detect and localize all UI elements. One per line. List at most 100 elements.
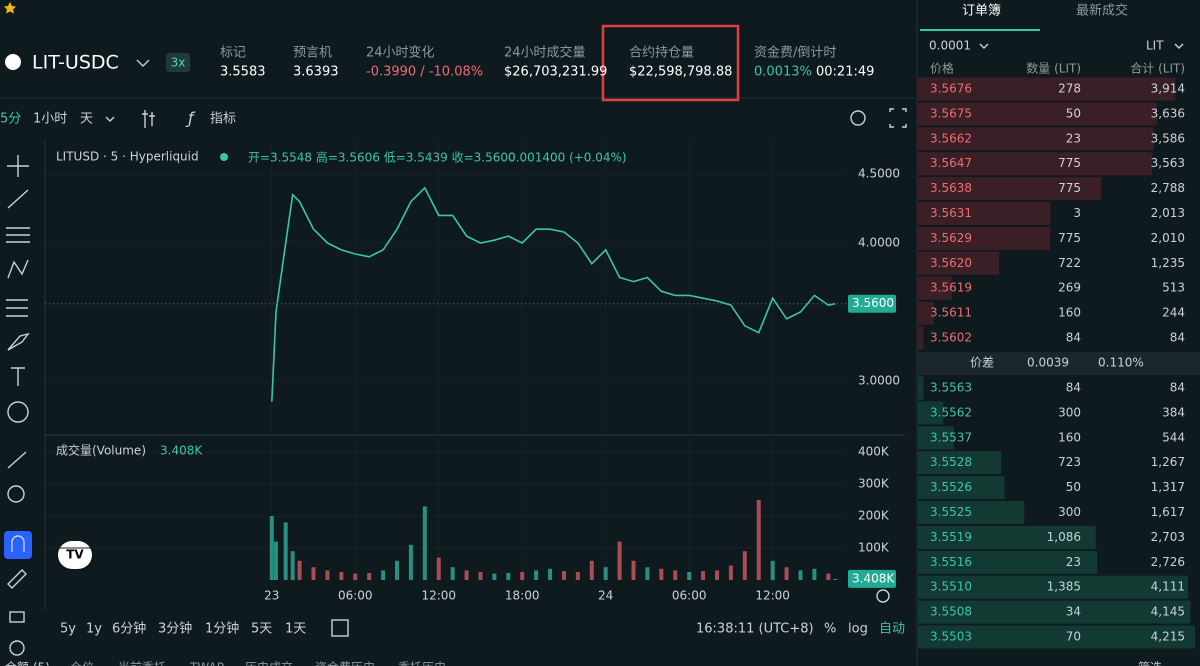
depth-bar [918, 600, 1191, 624]
bottom-tab[interactable]: TWAP [189, 661, 224, 666]
range-button[interactable]: 1y [86, 622, 102, 637]
filter-button[interactable]: 筛选 [1138, 660, 1162, 666]
range-button[interactable]: 6分钟 [112, 621, 146, 637]
ruler-tool[interactable] [7, 451, 27, 469]
lock-draw-tool[interactable] [7, 569, 27, 589]
pattern-tool[interactable] [7, 259, 29, 279]
volume-bar [353, 573, 358, 580]
total: 1,317 [1151, 480, 1185, 494]
text-tool[interactable] [11, 367, 25, 386]
zoom-tool[interactable] [7, 485, 25, 503]
spread-percent: 0.110% [1098, 356, 1144, 370]
dropdown-icon[interactable] [105, 116, 115, 122]
total: 384 [1162, 405, 1185, 419]
y-tick-label: 200K [858, 509, 890, 523]
dropdown-icon[interactable] [979, 43, 989, 49]
chart-type-button[interactable] [142, 110, 155, 128]
last-volume-label: 3.408K [852, 571, 895, 585]
fib-tool[interactable] [6, 227, 30, 243]
stat-label: 合约持仓量 [629, 46, 694, 61]
last-price-tag [848, 294, 896, 313]
dropdown-icon[interactable] [1174, 43, 1184, 49]
volume-legend: 成交量(Volume) [56, 443, 146, 458]
volume-bar [659, 568, 664, 580]
volume-bar [617, 541, 622, 580]
depth-bar [918, 426, 954, 450]
interval-button[interactable]: 1小时 [33, 112, 67, 127]
volume-bar [784, 567, 789, 580]
leverage[interactable]: 3x [171, 56, 186, 70]
volume-bar [520, 572, 525, 580]
range-button[interactable]: 5y [60, 622, 76, 637]
price: 3.5525 [930, 505, 972, 519]
last-volume-tag [848, 569, 896, 588]
token-icon [5, 54, 21, 70]
volume-bar [673, 570, 678, 580]
favorite-star[interactable] [4, 2, 16, 14]
scale-option[interactable]: log [848, 622, 868, 637]
scale-option[interactable]: 自动 [879, 622, 905, 637]
lock-tool[interactable] [9, 611, 25, 623]
trendline-tool[interactable] [7, 189, 29, 209]
bottom-tab[interactable]: 历史成交 [245, 660, 293, 666]
trash-tool[interactable] [9, 640, 25, 656]
volume-bar [645, 567, 650, 580]
total: 2,726 [1151, 555, 1185, 569]
symbol[interactable]: LIT-USDC [32, 52, 119, 74]
range-button[interactable]: 3分钟 [158, 621, 192, 637]
y-tick-label: 4.5000 [858, 167, 900, 181]
tab[interactable]: 最新成交 [1076, 3, 1128, 19]
column-header: 数量 (LIT) [1026, 61, 1081, 76]
interval-button[interactable]: 天 [80, 112, 93, 127]
range-button[interactable]: 1分钟 [205, 621, 239, 637]
brush-tool[interactable] [7, 332, 30, 351]
depth-bar [918, 525, 1096, 549]
magnet-tool[interactable] [4, 531, 32, 559]
fullscreen-button[interactable] [889, 108, 907, 128]
price: 3.5647 [930, 156, 972, 170]
date-range-button[interactable] [331, 619, 349, 637]
column-header: 价格 [930, 61, 954, 76]
unit-select[interactable]: LIT [1146, 39, 1164, 53]
tv-logo-mark: TV [66, 548, 84, 562]
volume-bar [756, 500, 761, 580]
magnet-icon [11, 535, 25, 552]
price: 3.5516 [930, 555, 972, 569]
tab[interactable]: 订单簿 [962, 4, 1001, 19]
price: 3.5528 [930, 455, 972, 469]
leverage-badge[interactable] [166, 53, 190, 72]
projection-tool[interactable] [6, 299, 28, 317]
volume-bar [561, 571, 566, 580]
size: 23 [1066, 131, 1081, 145]
depth-bar [918, 77, 1176, 101]
volume-bar [715, 570, 719, 580]
bottom-tab[interactable]: 余额 (5) [5, 660, 50, 666]
highlight-box [601, 24, 740, 102]
dropdown-icon[interactable] [136, 59, 150, 67]
tick-size-select[interactable]: 0.0001 [929, 39, 971, 53]
interval-button[interactable]: 5分 [0, 112, 21, 127]
volume-bar [603, 567, 608, 580]
bottom-tab[interactable]: 委托历史 [398, 661, 446, 666]
scale-option[interactable]: % [824, 622, 836, 637]
indicators-button[interactable]: 指标 [210, 112, 236, 127]
volume-bar [381, 570, 386, 580]
price: 3.5503 [930, 630, 972, 644]
size: 160 [1058, 430, 1081, 444]
crosshair-tool[interactable] [7, 155, 29, 177]
change-legend: 0.001400 (+0.04%) [508, 151, 627, 165]
bottom-tab[interactable]: 资金费历史 [315, 660, 375, 666]
range-button[interactable]: 1天 [285, 622, 306, 637]
emoji-tool[interactable] [7, 401, 29, 423]
size: 300 [1058, 405, 1081, 419]
volume-bar [325, 570, 330, 580]
snapshot-button[interactable] [850, 110, 866, 126]
clock: 16:38:11 (UTC+8) [696, 622, 814, 637]
bottom-tab[interactable]: 仓位 [70, 660, 94, 666]
range-button[interactable]: 5天 [251, 622, 272, 637]
price: 3.5563 [930, 381, 972, 395]
volume-bar [339, 572, 344, 580]
stat-label: 资金费/倒计时 [754, 45, 836, 61]
bottom-tab[interactable]: 当前委托 [118, 660, 166, 666]
settings-button[interactable] [876, 589, 890, 603]
